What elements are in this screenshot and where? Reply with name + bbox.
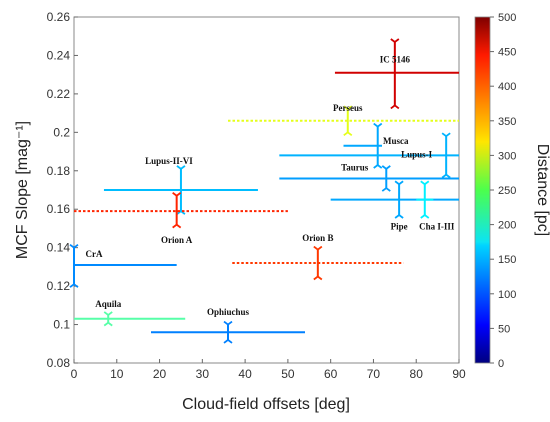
cloud-error-cap-top (390, 38, 400, 44)
plot-area: 0 10 20 30 40 50 60 70 80 90 0.080.10.120.140.160… (47, 10, 466, 381)
y-axis: 0.08 0.1 0.12 0.14 0.16 0.18 0.2 0.22 0.24 0.26 (47, 10, 78, 370)
cloud-error-cap-bottom (69, 283, 79, 288)
cloud-label-perseus: Perseus (333, 103, 363, 113)
y-tick-label: 0.26 (47, 10, 71, 24)
cloud-point-taurus (279, 165, 459, 192)
cloud-error-cap-top (172, 192, 182, 197)
y-tick-label: 0.14 (47, 241, 71, 255)
cloud-error-cap-top (381, 165, 391, 170)
cloud-error-cap-bottom (103, 321, 113, 327)
x-tick-label: 10 (110, 367, 124, 381)
x-tick-label: 20 (153, 367, 167, 381)
x-axis-title: Cloud-field offsets [deg] (182, 396, 350, 413)
cloud-label-ophiuchus: Ophiuchus (207, 307, 250, 317)
colorbar-tick-label: 150 (498, 254, 516, 266)
cloud-point-aquila (74, 311, 186, 327)
colorbar-tick-label: 350 (498, 116, 516, 128)
cloud-point-musca (343, 122, 383, 169)
cloud-error-cap-bottom (172, 223, 182, 229)
cloud-error-cap-bottom (390, 104, 400, 110)
x-tick-label: 90 (452, 367, 466, 381)
x-tick-label: 40 (238, 367, 252, 381)
cloud-point-pipe (330, 180, 459, 219)
cloud-series (69, 38, 459, 344)
colorbar-title: Distance [pc] (534, 144, 550, 236)
y-tick-label: 0.2 (53, 125, 70, 139)
y-tick-label: 0.22 (47, 87, 71, 101)
plot-frame (73, 16, 460, 364)
cloud-error-cap-bottom (420, 213, 430, 219)
colorbar-tick-label: 450 (498, 47, 516, 59)
cloud-error-cap-bottom (176, 210, 186, 215)
cloud-error-cap-bottom (343, 131, 353, 137)
cloud-point-lupus-i (279, 132, 459, 179)
y-tick-label: 0.12 (47, 279, 71, 293)
x-tick-label: 80 (410, 367, 424, 381)
x-tick-label: 70 (367, 367, 381, 381)
cloud-error-cap-bottom (373, 163, 383, 169)
cloud-label-taurus: Taurus (341, 162, 369, 172)
y-axis-title: MCF Slope [mag⁻¹] (14, 121, 31, 259)
y-tick-label: 0.18 (47, 164, 71, 178)
cloud-label-aquila: Aquila (95, 299, 122, 309)
cloud-error-cap-top (223, 320, 233, 326)
cloud-error-cap-bottom (313, 275, 323, 281)
x-tick-label: 0 (71, 367, 78, 381)
colorbar-tick-label: 100 (498, 289, 516, 301)
cloud-error-cap-top (103, 311, 113, 317)
cloud-point-cra (69, 243, 177, 288)
colorbar-tick-label: 0 (498, 358, 504, 370)
colorbar-tick-label: 400 (498, 81, 516, 93)
cloud-label-cha-i-iii: Cha I-III (419, 222, 455, 232)
cloud-error-cap-bottom (381, 186, 391, 192)
cloud-error-cap-top (420, 180, 430, 186)
cloud-point-ic-5146 (334, 38, 459, 110)
cloud-error-cap-top (441, 132, 451, 138)
cloud-label-cra: CrA (86, 249, 103, 259)
x-tick-label: 60 (324, 367, 338, 381)
cloud-label-pipe: Pipe (391, 222, 408, 232)
cloud-error-cap-top (313, 245, 323, 251)
cloud-label-orion-a: Orion A (161, 235, 193, 245)
colorbar-tick-label: 250 (498, 185, 516, 197)
cloud-point-perseus (228, 105, 459, 137)
colorbar-tick-label: 50 (498, 323, 510, 335)
cloud-label-lupus-ii-vi: Lupus-II-VI (145, 156, 193, 166)
x-axis: 0 10 20 30 40 50 60 70 80 90 (71, 359, 466, 381)
colorbar-tick-label: 200 (498, 220, 516, 232)
cloud-error-cap-top (343, 105, 353, 111)
cloud-point-ophiuchus (151, 320, 305, 344)
cloud-label-lupus-i: Lupus-I (401, 149, 433, 159)
cloud-point-orion-a (74, 192, 288, 229)
y-tick-label: 0.24 (47, 48, 71, 62)
colorbar-tick-label: 500 (498, 12, 516, 24)
cloud-error-cap-top (176, 165, 186, 170)
cloud-error-cap-top (373, 122, 383, 128)
colorbar-gradient (474, 16, 491, 364)
cloud-point-lupus-ii-vi (103, 165, 258, 215)
cloud-point-orion-b (232, 245, 404, 281)
cloud-error-cap-bottom (223, 338, 233, 344)
colorbar-ticks: 0 50 100 150 200 250 300 350 400 450 500 (490, 12, 516, 370)
cloud-label-musca: Musca (383, 136, 409, 146)
cloud-error-cap-bottom (394, 213, 404, 219)
cloud-error-cap-bottom (441, 173, 451, 179)
y-tick-label: 0.16 (47, 202, 71, 216)
cloud-error-cap-top (394, 180, 404, 186)
cloud-point-cha-i-iii (416, 180, 434, 219)
x-tick-label: 30 (196, 367, 210, 381)
y-tick-label: 0.1 (53, 318, 70, 332)
colorbar: 0 50 100 150 200 250 300 350 400 450 500 Distance … (474, 12, 550, 370)
cloud-labels: IC 5146 Perseus Musca Lupus-I Taurus Pipe Cha … (86, 55, 455, 318)
cloud-label-ic-5146: IC 5146 (380, 55, 411, 65)
colorbar-tick-label: 300 (498, 150, 516, 162)
y-tick-label: 0.08 (47, 356, 71, 370)
cloud-error-cap-top (69, 243, 79, 249)
x-tick-label: 50 (281, 367, 295, 381)
cloud-label-orion-b: Orion B (302, 233, 333, 243)
